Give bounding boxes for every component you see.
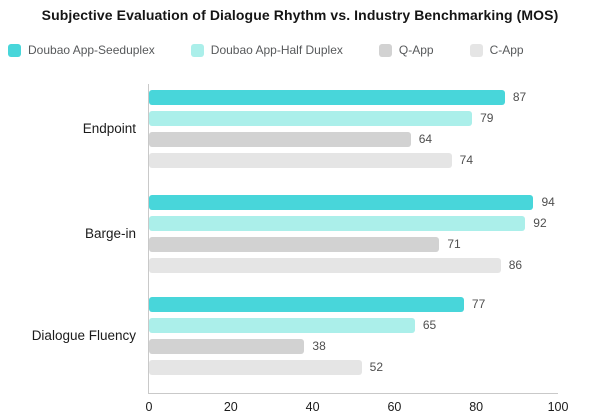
bar-row: 77	[149, 297, 558, 312]
x-axis-tick-100: 100	[547, 400, 569, 414]
bar-row: 71	[149, 237, 558, 252]
bar-value-label: 79	[480, 111, 494, 125]
bar-row: 64	[149, 132, 558, 147]
bar-value-label: 92	[533, 216, 547, 230]
category-label-endpoint: Endpoint	[82, 121, 136, 136]
bar-row: 65	[149, 318, 558, 333]
x-axis-tick-0: 0	[145, 400, 153, 414]
legend-item-doubao-app-seeduplex: Doubao App-Seeduplex	[8, 43, 155, 57]
legend-label: Q-App	[398, 43, 434, 57]
bar-row: 38	[149, 339, 558, 354]
legend-swatch-icon	[8, 43, 21, 57]
legend-label: C-App	[489, 43, 524, 57]
bar-value-label: 74	[459, 153, 474, 167]
bar-c-app-endpoint	[149, 153, 452, 168]
legend-swatch-icon	[190, 43, 204, 57]
bar-group-dialogue-fluency: 77 65 38 52	[149, 297, 558, 381]
bar-doubao-app-half-duplex-endpoint	[149, 111, 473, 126]
category-label-barge-in: Barge-in	[84, 226, 136, 241]
legend-label: Doubao App-Seeduplex	[28, 43, 155, 57]
legend-item-doubao-app-half-duplex: Doubao App-Half Duplex	[190, 43, 343, 57]
plot-area: 87 79 64 74 94 92 71 86 77 65 38 52 0 20 40 60 80 100	[146, 84, 568, 414]
bar-doubao-app-seeduplex-barge-in	[149, 195, 534, 210]
bar-value-label: 94	[541, 195, 555, 209]
bar-q-app-barge-in	[149, 237, 440, 252]
legend-item-q-app: Q-App	[378, 43, 434, 57]
bar-value-label: 86	[508, 258, 523, 272]
bar-doubao-app-half-duplex-barge-in	[149, 216, 526, 231]
bar-row: 92	[149, 216, 558, 231]
legend-label: Doubao App-Half Duplex	[210, 43, 343, 57]
bar-row: 94	[149, 195, 558, 210]
chart-title: Subjective Evaluation of Dialogue Rhythm…	[41, 7, 559, 23]
bar-value-label: 65	[422, 318, 437, 332]
x-axis-tick-60: 60	[387, 400, 402, 414]
bar-value-label: 71	[447, 237, 461, 251]
bar-group-barge-in: 94 92 71 86	[149, 195, 558, 279]
category-label-dialogue-fluency: Dialogue Fluency	[31, 328, 136, 343]
legend: Doubao App-Seeduplex Doubao App-Half Dupl…	[8, 43, 524, 57]
x-axis-tick-80: 80	[469, 400, 484, 414]
bar-value-label: 64	[418, 132, 433, 146]
bar-row: 87	[149, 90, 558, 105]
legend-swatch-icon	[378, 43, 392, 57]
bar-doubao-app-seeduplex-dialogue-fluency	[149, 297, 464, 312]
x-axis-tick-40: 40	[305, 400, 320, 414]
bar-value-label: 77	[471, 297, 486, 311]
bar-row: 86	[149, 258, 558, 273]
bar-group-endpoint: 87 79 64 74	[149, 90, 558, 174]
bar-value-label: 52	[369, 360, 384, 374]
bar-row: 74	[149, 153, 558, 168]
category-axis-labels: Endpoint Barge-in Dialogue Fluency	[0, 0, 136, 420]
legend-swatch-icon	[469, 43, 483, 57]
x-axis-tick-20: 20	[223, 400, 238, 414]
bar-c-app-barge-in	[149, 258, 501, 273]
bar-value-label: 38	[312, 339, 326, 353]
bar-value-label: 87	[512, 90, 527, 104]
bar-q-app-dialogue-fluency	[149, 339, 305, 354]
bar-doubao-app-seeduplex-endpoint	[149, 90, 505, 105]
bar-row: 52	[149, 360, 558, 375]
bar-c-app-dialogue-fluency	[149, 360, 362, 375]
bar-doubao-app-half-duplex-dialogue-fluency	[149, 318, 415, 333]
bar-row: 79	[149, 111, 558, 126]
bar-q-app-endpoint	[149, 132, 411, 147]
legend-item-c-app: C-App	[469, 43, 524, 57]
